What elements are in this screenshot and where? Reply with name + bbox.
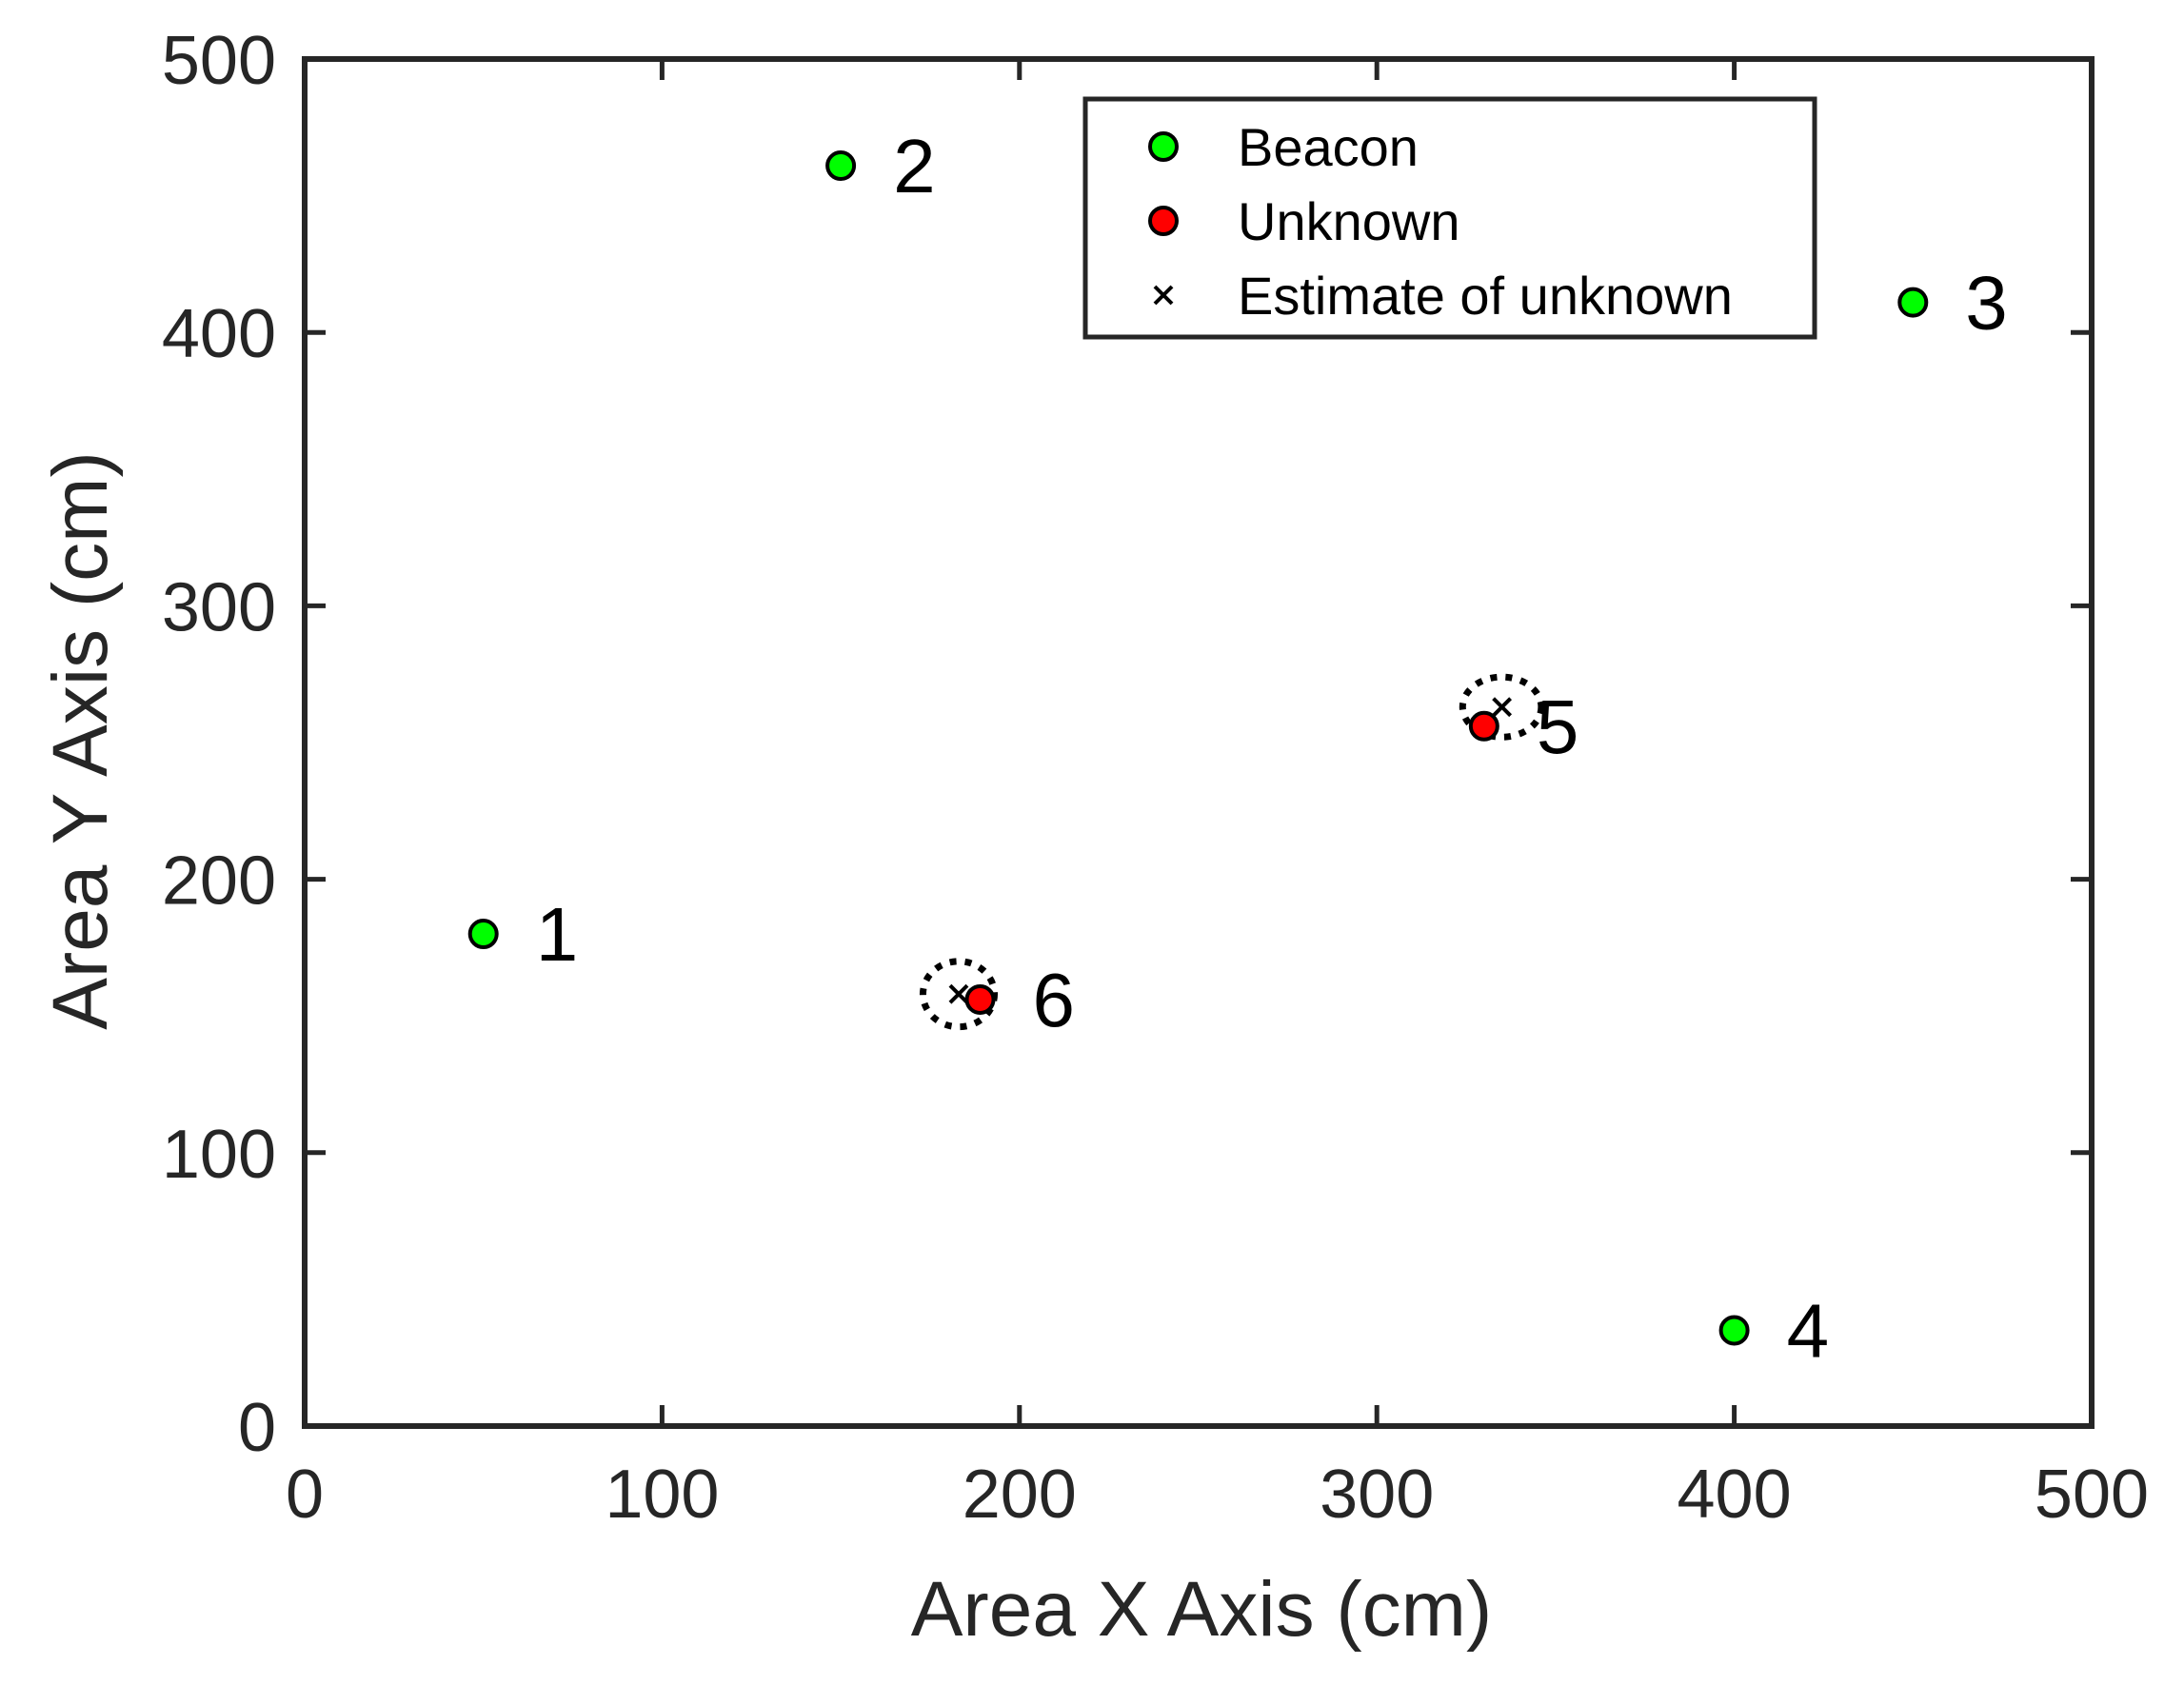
point-label-3: 3 (1965, 261, 2008, 346)
plot-layer: 0 100 200 300 400 500 0 100 200 300 400 500 1 2 3 4 5 6 Be… (162, 23, 2149, 1533)
legend-marker (1153, 285, 1174, 306)
beacon-point (1897, 287, 1929, 318)
point-label-4: 4 (1787, 1288, 1830, 1373)
plot-frame (302, 56, 2095, 1429)
legend-marker (1148, 131, 1179, 162)
legend-label: Estimate of unknown (1238, 266, 1733, 326)
x-tick-label: 0 (286, 1457, 324, 1533)
legend-label: Unknown (1238, 191, 1459, 251)
y-tick-label: 400 (162, 296, 276, 372)
point-label-2: 2 (893, 124, 936, 208)
point-label-5: 5 (1537, 684, 1579, 769)
beacon-point (825, 150, 857, 182)
y-tick-label: 300 (162, 569, 276, 645)
y-tick-label: 200 (162, 843, 276, 920)
unknown-point (1468, 710, 1499, 742)
estimate-of-unknown-point (948, 983, 969, 1004)
legend-marker (1148, 206, 1179, 236)
point-label-1: 1 (536, 892, 579, 977)
x-tick-label: 500 (2035, 1457, 2149, 1533)
uncertainty-ellipse (919, 958, 999, 1031)
x-tick-label: 300 (1320, 1457, 1434, 1533)
legend-box (1082, 96, 1817, 340)
legend-label: Beacon (1238, 117, 1419, 177)
x-axis-title: Area X Axis (cm) (911, 1566, 1493, 1653)
x-tick-label: 100 (605, 1457, 719, 1533)
y-axis-title: Area Y Axis (cm) (37, 451, 124, 1030)
point-label-6: 6 (1033, 958, 1076, 1042)
y-tick-label: 100 (162, 1117, 276, 1193)
beacon-point (1718, 1315, 1750, 1346)
unknown-point (964, 983, 996, 1015)
estimate-of-unknown-point (1492, 697, 1513, 718)
beacon-point (467, 919, 499, 950)
x-tick-label: 400 (1678, 1457, 1792, 1533)
y-tick-label: 500 (162, 23, 276, 99)
uncertainty-ellipse (1459, 673, 1545, 741)
x-tick-label: 200 (963, 1457, 1077, 1533)
y-tick-label: 0 (238, 1390, 276, 1466)
